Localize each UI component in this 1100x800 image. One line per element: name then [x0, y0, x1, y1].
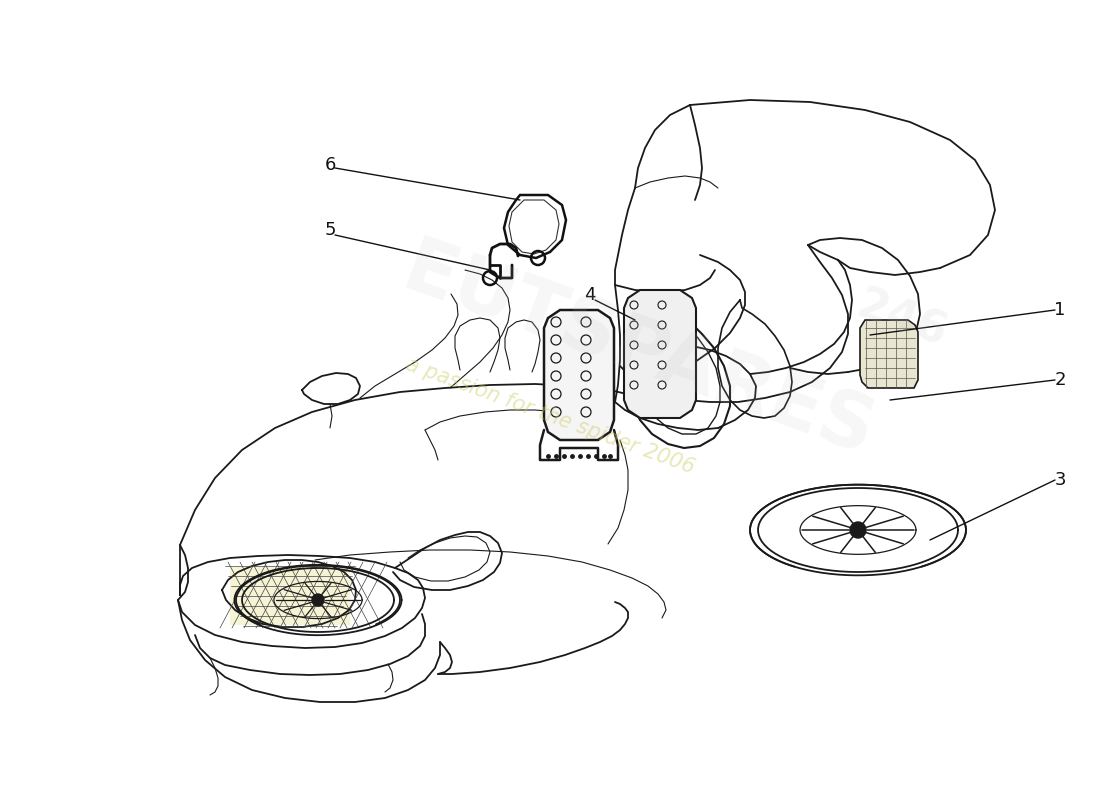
Text: a passion for the spider 2006: a passion for the spider 2006 [403, 354, 697, 478]
Text: 6: 6 [324, 156, 336, 174]
Text: 246: 246 [851, 284, 953, 356]
Polygon shape [860, 320, 918, 388]
Polygon shape [544, 310, 614, 440]
Text: 2: 2 [1054, 371, 1066, 389]
Circle shape [850, 522, 866, 538]
Text: 4: 4 [584, 286, 596, 304]
Text: EUTSPARES: EUTSPARES [393, 233, 883, 471]
Text: 3: 3 [1054, 471, 1066, 489]
Circle shape [312, 594, 324, 606]
Polygon shape [624, 290, 696, 418]
Polygon shape [230, 567, 350, 625]
Text: 1: 1 [1054, 301, 1066, 319]
Polygon shape [866, 322, 912, 386]
Text: 5: 5 [324, 221, 336, 239]
